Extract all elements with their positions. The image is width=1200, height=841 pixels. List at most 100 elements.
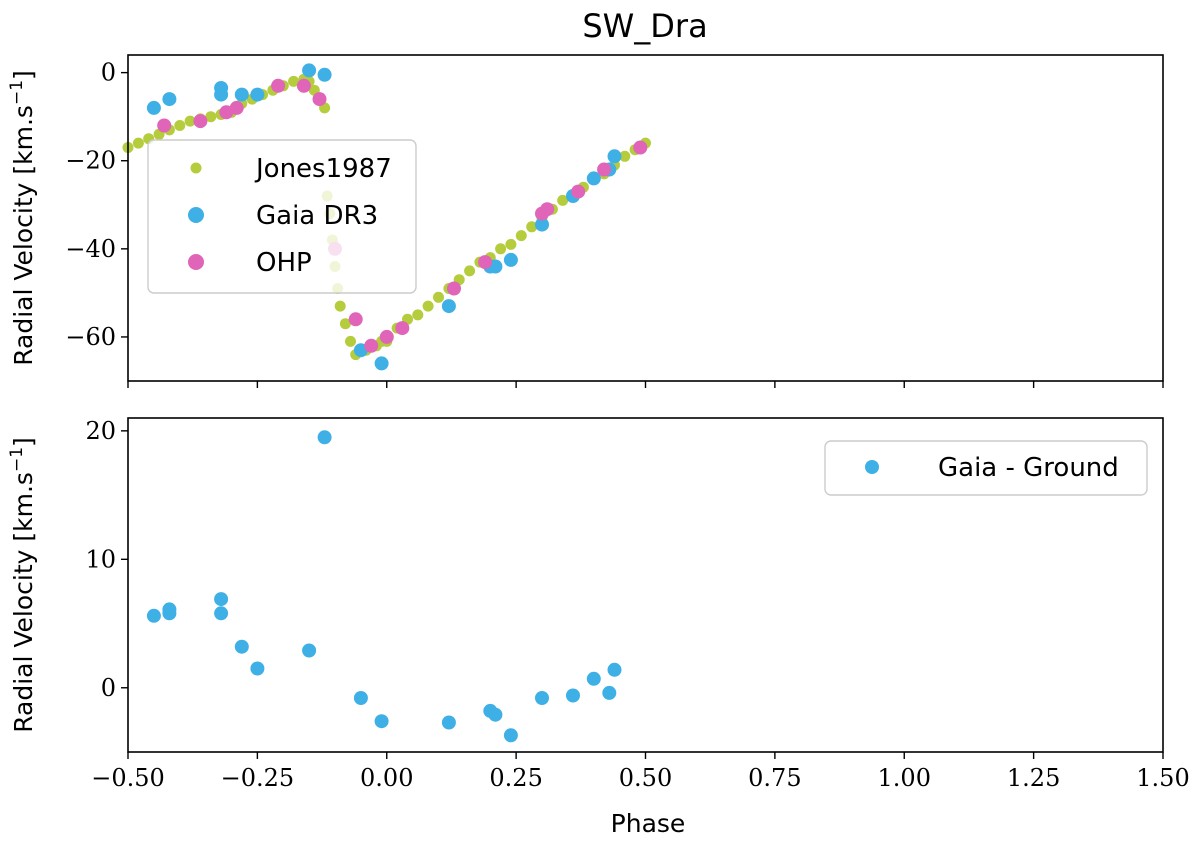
data-point bbox=[302, 63, 317, 78]
data-point bbox=[229, 100, 244, 115]
legend: Jones1987 Gaia DR3 OHP bbox=[147, 139, 417, 294]
data-point bbox=[214, 87, 229, 102]
data-point bbox=[535, 217, 549, 232]
data-point bbox=[379, 329, 394, 344]
data-point bbox=[288, 75, 300, 87]
data-point bbox=[395, 321, 410, 336]
data-point bbox=[571, 184, 586, 199]
data-point bbox=[566, 688, 580, 703]
data-point bbox=[503, 252, 518, 267]
x-tick-label: 1.25 bbox=[1007, 764, 1060, 792]
data-point bbox=[234, 639, 249, 654]
data-point bbox=[526, 221, 538, 233]
x-tick-label: 0.25 bbox=[489, 764, 542, 792]
legend-marker bbox=[188, 254, 204, 270]
x-tick-label: −0.50 bbox=[91, 764, 165, 792]
data-point bbox=[317, 430, 332, 445]
top-panel: 0 −20 −40 −60 Radial Velocity [km.s−1] Jones1… bbox=[7, 54, 1164, 388]
data-point bbox=[441, 715, 456, 730]
legend-label: Gaia - Ground bbox=[938, 453, 1119, 483]
data-point bbox=[184, 115, 196, 127]
x-tick-label: 0.75 bbox=[748, 764, 801, 792]
data-point bbox=[586, 671, 601, 686]
data-point bbox=[374, 714, 389, 729]
data-point bbox=[540, 202, 555, 217]
data-point bbox=[132, 137, 144, 149]
bottom-panel: −0.50 −0.25 0.00 0.25 0.50 0.75 1.00 1.25 1.50 20… bbox=[7, 417, 1190, 792]
data-point bbox=[515, 230, 527, 242]
data-point bbox=[334, 300, 346, 312]
data-point bbox=[535, 691, 549, 705]
data-point bbox=[234, 87, 249, 102]
data-point bbox=[296, 78, 311, 93]
data-point bbox=[214, 592, 229, 607]
data-point bbox=[488, 707, 503, 722]
data-point bbox=[271, 78, 286, 93]
y-tick-label: −60 bbox=[65, 323, 116, 351]
y-tick-label: 20 bbox=[85, 417, 116, 445]
legend-marker bbox=[190, 162, 202, 174]
y-tick-label: 0 bbox=[101, 674, 116, 702]
legend-label: Jones1987 bbox=[254, 154, 392, 184]
data-point bbox=[317, 67, 332, 82]
data-point bbox=[478, 255, 493, 270]
chart-title: SW_Dra bbox=[582, 7, 707, 45]
data-point bbox=[433, 291, 444, 303]
data-point bbox=[312, 92, 327, 107]
data-point bbox=[162, 92, 177, 107]
data-point bbox=[586, 171, 601, 186]
y-axis-label: Radial Velocity [km.s−1] bbox=[7, 437, 38, 733]
data-point bbox=[503, 728, 518, 743]
x-tick-label: 1.50 bbox=[1136, 764, 1189, 792]
legend-label: Gaia DR3 bbox=[256, 201, 378, 231]
data-point bbox=[464, 265, 476, 277]
y-axis-label: Radial Velocity [km.s−1] bbox=[7, 70, 38, 366]
data-point bbox=[302, 643, 317, 658]
data-point bbox=[345, 335, 356, 347]
x-tick-label: 0.00 bbox=[360, 764, 413, 792]
y-tick-label: −40 bbox=[65, 235, 116, 263]
legend-label: OHP bbox=[256, 248, 312, 278]
data-point bbox=[602, 685, 617, 700]
legend-marker bbox=[865, 460, 879, 474]
x-axis-label: Phase bbox=[611, 809, 686, 838]
data-point bbox=[422, 300, 434, 312]
data-point bbox=[157, 118, 172, 133]
data-point bbox=[339, 318, 351, 330]
data-point bbox=[557, 194, 569, 206]
data-point bbox=[597, 162, 612, 177]
data-point bbox=[193, 114, 208, 129]
data-point bbox=[633, 140, 648, 155]
data-point bbox=[214, 606, 229, 621]
data-point bbox=[619, 150, 631, 162]
x-tick-label: 1.00 bbox=[878, 764, 931, 792]
data-point bbox=[607, 149, 622, 164]
data-point bbox=[441, 299, 456, 314]
data-point bbox=[505, 238, 517, 250]
data-point bbox=[348, 312, 363, 327]
data-point bbox=[447, 281, 461, 296]
legend-box bbox=[147, 139, 417, 294]
data-point bbox=[250, 661, 265, 676]
x-tick-label: 0.50 bbox=[619, 764, 672, 792]
data-point bbox=[250, 87, 265, 102]
y-tick-label: 10 bbox=[85, 545, 116, 573]
legend: Gaia - Ground bbox=[824, 440, 1148, 496]
legend-marker bbox=[188, 207, 204, 223]
data-point bbox=[162, 606, 177, 621]
y-tick-label: 0 bbox=[101, 59, 116, 87]
data-point bbox=[146, 608, 161, 623]
data-point bbox=[205, 111, 217, 123]
data-point bbox=[412, 309, 424, 321]
data-point bbox=[364, 338, 379, 353]
data-point bbox=[353, 691, 368, 705]
y-tick-label: −20 bbox=[65, 147, 116, 175]
data-point bbox=[374, 356, 389, 371]
series-gaia-ground bbox=[146, 430, 622, 743]
data-point bbox=[174, 120, 186, 131]
data-point bbox=[146, 100, 161, 115]
x-tick-label: −0.25 bbox=[221, 764, 295, 792]
legend-box bbox=[824, 440, 1148, 496]
data-point bbox=[495, 243, 507, 255]
